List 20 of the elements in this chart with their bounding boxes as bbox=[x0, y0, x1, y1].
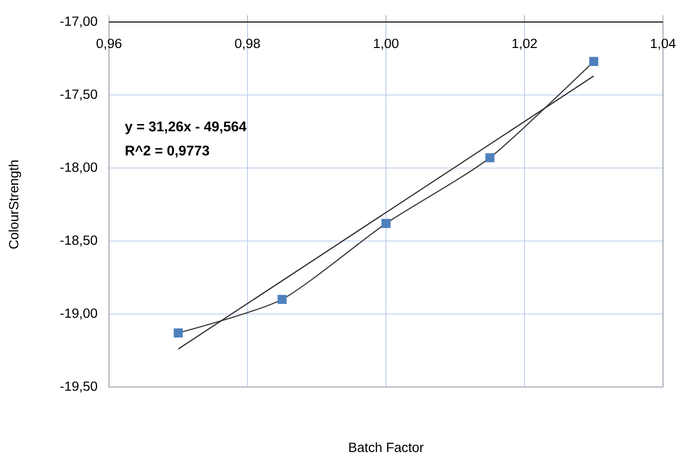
annotation: R^2 = 0,9773 bbox=[126, 146, 210, 158]
y-tick-label: -19,50 bbox=[60, 381, 98, 392]
point bbox=[589, 56, 598, 66]
point bbox=[485, 153, 494, 162]
x-tick-label: 1,00 bbox=[374, 38, 398, 50]
y-tick-label: -17,00 bbox=[60, 16, 98, 28]
annotation: y = 31,26x - 49,564 bbox=[124, 122, 247, 134]
point bbox=[174, 328, 183, 338]
point bbox=[278, 294, 287, 304]
y-tick-label: -17,50 bbox=[60, 89, 98, 101]
x-axis-title: Batch Factor bbox=[349, 442, 424, 452]
x-tick-label: 1,02 bbox=[512, 38, 537, 50]
y-tick-label: -18,50 bbox=[60, 235, 98, 247]
y-tick-label: -18,00 bbox=[60, 162, 98, 174]
y-axis-title: ColourStrength bbox=[8, 160, 22, 249]
y-tick-label: -19,00 bbox=[60, 308, 98, 320]
x-tick-label: 0,96 bbox=[96, 38, 122, 50]
point bbox=[381, 218, 391, 228]
x-tick-label: 0,98 bbox=[235, 38, 260, 50]
x-tick-label: 1,04 bbox=[651, 38, 676, 50]
